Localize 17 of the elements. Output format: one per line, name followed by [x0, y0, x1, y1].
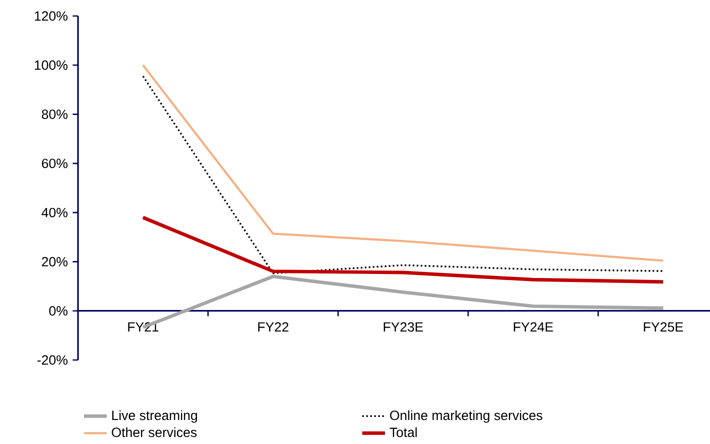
x-tick-label: FY25E — [644, 322, 683, 332]
y-tick-label: -20% — [37, 355, 68, 365]
x-tick-label: FY23E — [384, 322, 423, 332]
x-tick-label: FY22 — [258, 322, 288, 332]
x-tick-label: FY24E — [514, 322, 553, 332]
y-tick-label: 0% — [49, 306, 68, 316]
y-tick-label: 40% — [42, 208, 68, 218]
legend-label: Live streaming — [112, 410, 197, 423]
y-tick-label: 60% — [42, 158, 68, 168]
legend-label: Other services — [112, 427, 197, 438]
legend-label: Online marketing services — [390, 410, 542, 423]
y-tick-label: 100% — [34, 60, 68, 70]
y-tick-label: 120% — [34, 11, 68, 21]
legend-label: Total — [390, 427, 417, 438]
y-tick-label: 80% — [42, 110, 68, 120]
y-tick-label: 20% — [42, 257, 68, 266]
line-series — [141, 216, 665, 284]
